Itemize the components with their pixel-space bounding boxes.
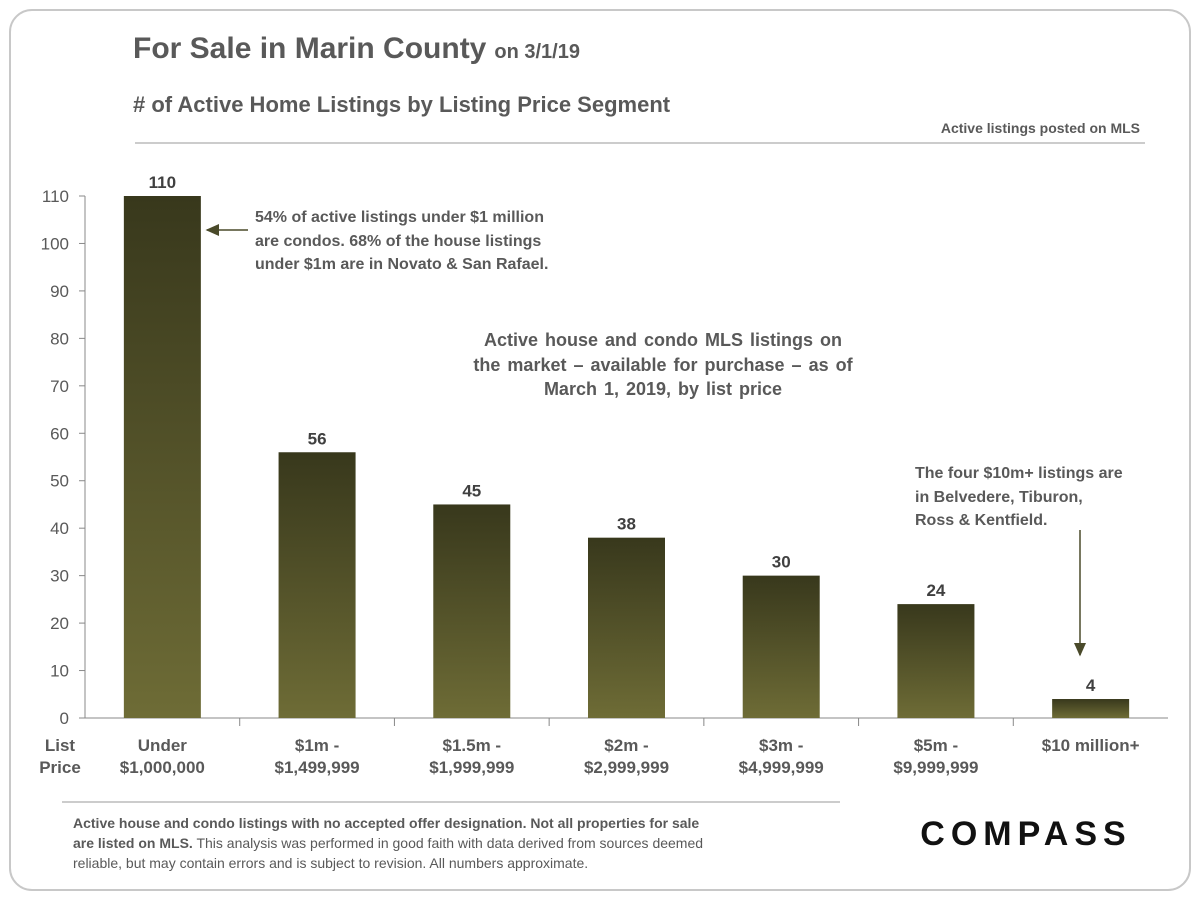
x-tick-label: $1.5m -$1,999,999 xyxy=(429,736,514,777)
card-border xyxy=(9,9,1191,891)
y-tick-label: 70 xyxy=(50,377,69,396)
footnote-text: This analysis was performed in good fait… xyxy=(73,835,704,871)
y-tick-label: 0 xyxy=(60,709,69,728)
x-tick-label: $5m -$9,999,999 xyxy=(893,736,978,777)
value-label: 110 xyxy=(149,173,176,192)
x-tick-label: $2m -$2,999,999 xyxy=(584,736,669,777)
brand-logo: COMPASS xyxy=(920,815,1131,853)
bar xyxy=(123,196,201,718)
value-label: 56 xyxy=(308,429,327,448)
bar xyxy=(588,537,665,718)
x-tick-label: $3m -$4,999,999 xyxy=(739,736,824,777)
bar xyxy=(278,452,356,718)
y-tick-label: 100 xyxy=(41,234,69,253)
y-tick-label: 80 xyxy=(50,329,69,348)
x-tick-label: $1m -$1,499,999 xyxy=(275,736,360,777)
annotation: The four $10m+ listings are in Belvedere… xyxy=(915,465,1123,529)
bar xyxy=(742,575,820,718)
value-label: 24 xyxy=(926,581,945,600)
y-tick-label: 20 xyxy=(50,614,69,633)
bar xyxy=(433,504,511,718)
bar xyxy=(1052,699,1130,718)
footnote: Active house and condo listings with no … xyxy=(73,813,833,873)
source-note: Active listings posted on MLS xyxy=(941,120,1140,136)
value-label: 38 xyxy=(617,515,636,534)
footnote-bold: Active house and condo listings with no … xyxy=(73,815,700,851)
y-tick-label: 50 xyxy=(50,472,69,491)
title-suffix: on 3/1/19 xyxy=(494,41,580,63)
annotation: 54% of active listings under $1 million … xyxy=(255,209,549,273)
value-label: 30 xyxy=(772,553,791,572)
y-tick-label: 60 xyxy=(50,424,69,443)
value-label: 45 xyxy=(462,481,481,500)
chart-title: For Sale in Marin County on 3/1/19 xyxy=(133,32,580,65)
annotation: Active house and condo MLS listings on t… xyxy=(473,330,853,399)
x-tick-label: Under $1,000,000 xyxy=(120,736,205,777)
title: For Sale in Marin County xyxy=(133,32,487,65)
bar xyxy=(897,604,975,718)
value-label: 4 xyxy=(1086,676,1096,695)
y-tick-label: 30 xyxy=(50,567,69,586)
y-tick-label: 90 xyxy=(50,282,69,301)
x-axis-label: List Price xyxy=(39,736,81,777)
y-tick-label: 10 xyxy=(50,662,69,681)
x-tick-label: $10 million+ xyxy=(1042,736,1140,755)
y-tick-label: 110 xyxy=(42,187,69,206)
subtitle: # of Active Home Listings by Listing Pri… xyxy=(133,92,671,117)
y-tick-label: 40 xyxy=(50,519,69,538)
